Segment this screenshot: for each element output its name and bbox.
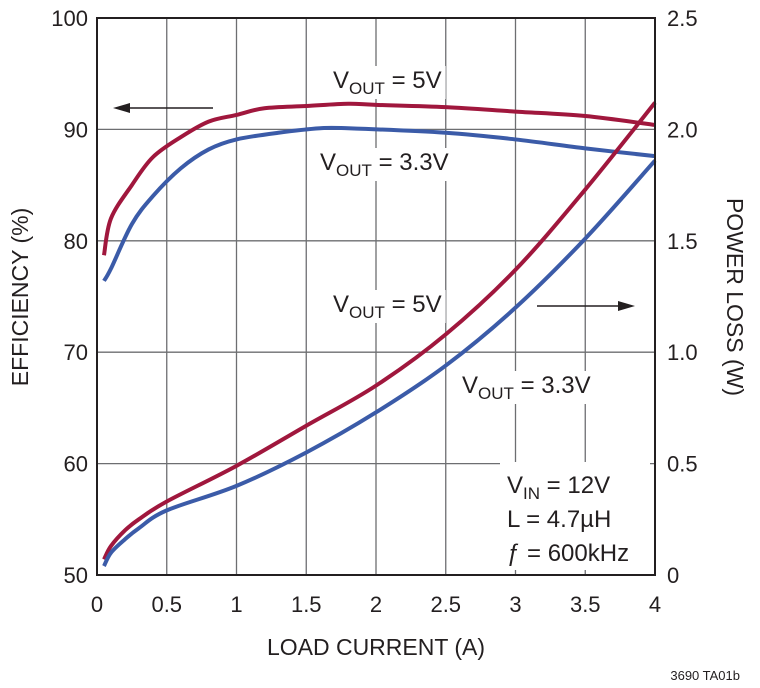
x-tick-label: 1	[230, 592, 242, 617]
x-tick-label: 0.5	[151, 592, 182, 617]
series-lines	[102, 101, 657, 568]
y-tick-label: 100	[51, 6, 88, 31]
conditions-box: VIN = 12V L = 4.7µH ƒ = 600kHz	[500, 462, 650, 570]
x-tick-label: 0	[91, 592, 103, 617]
y-tick-label: 80	[64, 229, 88, 254]
series-label-background	[329, 66, 446, 99]
conditions-background	[500, 462, 650, 570]
tick-labels: 0 0.5 1 1.5 2 2.5 3 3.5 4 50 60 70 80 90 100 0 0.5 1.0 1.5…	[51, 6, 697, 617]
x-tick-label: 2	[370, 592, 382, 617]
series-line-power-loss-vout_3v3	[102, 159, 657, 568]
series-line-efficiency-vout_3v3	[102, 125, 656, 282]
x-tick-label: 3.5	[570, 592, 601, 617]
y2-axis-label: POWER LOSS (W)	[722, 198, 748, 396]
series-label: VOUT = 3.3V	[320, 149, 449, 180]
y-tick-label: 60	[64, 452, 88, 477]
left-arrow	[113, 103, 213, 113]
y2-tick-label: 2.5	[667, 6, 698, 31]
series-line-power-loss-vout_5v	[102, 101, 657, 561]
y2-tick-label: 1.5	[667, 229, 698, 254]
x-tick-label: 3	[509, 592, 521, 617]
y-tick-label: 90	[64, 117, 88, 142]
y-tick-label: 70	[64, 340, 88, 365]
y2-tick-label: 0.5	[667, 452, 698, 477]
series-labels: VOUT = 5V VOUT = 3.3V VOUT = 5V VOUT = 3.3V	[316, 66, 595, 404]
series-label: VOUT = 3.3V	[462, 372, 591, 403]
series-label-background	[458, 371, 595, 404]
y2-tick-label: 2.0	[667, 117, 698, 142]
x-tick-label: 1.5	[291, 592, 322, 617]
series-label: VOUT = 5V	[333, 67, 442, 98]
series-line-efficiency-vout_5v	[102, 101, 656, 256]
x-tick-label: 2.5	[430, 592, 461, 617]
right-arrow	[537, 301, 635, 311]
y2-tick-label: 1.0	[667, 340, 698, 365]
figure-note: 3690 TA01b	[670, 668, 740, 683]
series-label-background	[329, 290, 446, 323]
series-label: VOUT = 5V	[333, 291, 442, 322]
y-tick-label: 50	[64, 563, 88, 588]
y-axis-label: EFFICIENCY (%)	[7, 208, 33, 386]
series-label-background	[316, 148, 453, 181]
y2-tick-label: 0	[667, 563, 679, 588]
condition-text: L = 4.7µH	[507, 506, 611, 533]
condition-text: ƒ = 600kHz	[507, 540, 629, 567]
plot-frame	[96, 17, 656, 576]
x-axis-label: LOAD CURRENT (A)	[267, 634, 485, 660]
x-tick-label: 4	[649, 592, 661, 617]
condition-text: VIN = 12V	[507, 472, 610, 503]
